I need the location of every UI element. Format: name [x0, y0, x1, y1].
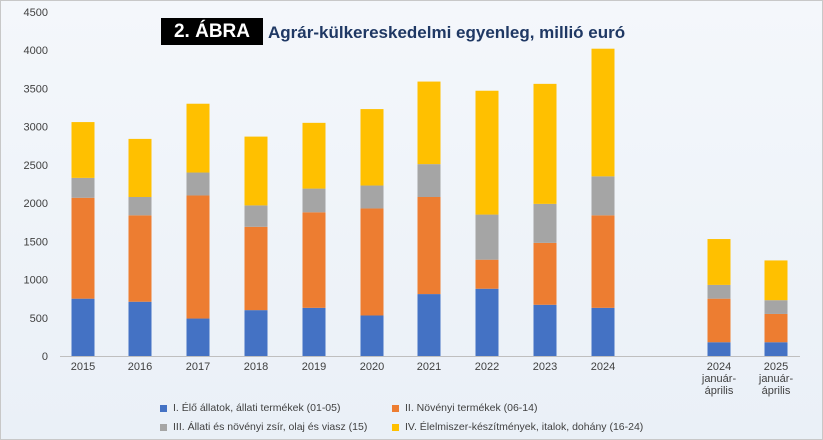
bar-segment-series-3 [533, 203, 557, 243]
x-tick-label: 2025 január-április [758, 361, 794, 397]
bar-segment-series-1 [71, 298, 95, 356]
bar-segment-series-4 [244, 136, 268, 206]
bar-segment-series-3 [417, 164, 441, 197]
bar-segment-series-3 [591, 176, 615, 216]
x-tick-label: 2020 [360, 361, 384, 373]
bar-segment-series-3 [186, 172, 210, 196]
bar-segment-series-1 [417, 294, 441, 356]
x-tick-label: 2018 [244, 361, 268, 373]
bar-segment-series-2 [475, 259, 499, 289]
legend-swatch-4 [392, 423, 399, 431]
x-tick-label: 2019 [302, 361, 326, 373]
y-tick-label: 0 [42, 351, 48, 363]
bar-segment-series-4 [591, 48, 615, 177]
legend-swatch-2 [392, 404, 399, 412]
bar-segment-series-2 [707, 298, 731, 343]
bar-segment-series-4 [417, 81, 441, 165]
bar-segment-series-2 [244, 226, 268, 311]
legend-swatch-3 [160, 423, 167, 431]
bar-segment-series-3 [707, 284, 731, 299]
bar-segment-series-3 [71, 177, 95, 198]
legend-label-2: II. Növényi termékek (06-14) [405, 402, 538, 414]
y-tick-label: 2000 [24, 198, 48, 210]
bar-segment-series-2 [302, 212, 326, 308]
y-tick-label: 4500 [24, 7, 48, 19]
x-tick-label: 2015 [71, 361, 95, 373]
x-tick-label: 2021 [417, 361, 441, 373]
legend-item-1: I. Élő állatok, állati termékek (01-05) [160, 402, 392, 414]
bar-segment-series-3 [302, 188, 326, 213]
bar-segment-series-1 [302, 307, 326, 356]
bar-segment-series-3 [360, 185, 384, 209]
legend-label-1: I. Élő állatok, állati termékek (01-05) [173, 402, 341, 414]
x-tick-label: 2024 január-április [701, 361, 737, 397]
bar-segment-series-4 [764, 260, 788, 301]
legend-item-2: II. Növényi termékek (06-14) [392, 402, 692, 414]
bar-segment-series-1 [360, 315, 384, 356]
legend-label-3: III. Állati és növényi zsír, olaj és via… [173, 421, 368, 433]
bar-segment-series-2 [360, 208, 384, 316]
legend-item-4: IV. Élelmiszer-készítmények, italok, doh… [392, 421, 692, 433]
y-tick-label: 3500 [24, 83, 48, 95]
x-tick-label: 2017 [186, 361, 210, 373]
bar-segment-series-2 [591, 215, 615, 308]
legend-item-3: III. Állati és növényi zsír, olaj és via… [160, 421, 392, 433]
y-tick-label: 3000 [24, 122, 48, 134]
bar-segment-series-1 [186, 318, 210, 356]
bar-segment-series-4 [186, 103, 210, 173]
bar-segment-series-4 [128, 138, 152, 197]
bar-segment-series-4 [533, 83, 557, 204]
bar-segment-series-1 [475, 288, 499, 356]
bar-segment-series-3 [764, 300, 788, 314]
bar-segment-series-2 [417, 196, 441, 295]
legend-label-4: IV. Élelmiszer-készítmények, italok, doh… [405, 421, 644, 433]
bar-segment-series-1 [128, 301, 152, 356]
bar-segment-series-2 [128, 215, 152, 302]
bar-segment-series-2 [71, 197, 95, 299]
bar-segment-series-1 [764, 342, 788, 356]
chart-title: Agrár-külkereskedelmi egyenleg, millió e… [268, 23, 626, 42]
bar-segment-series-4 [707, 239, 731, 285]
bar-segment-series-4 [302, 122, 326, 189]
bar-segment-series-2 [764, 313, 788, 343]
bar-segment-series-4 [71, 122, 95, 178]
legend: I. Élő állatok, állati termékek (01-05) … [160, 402, 692, 433]
y-tick-label: 2500 [24, 160, 48, 172]
bar-segment-series-2 [533, 242, 557, 305]
y-axis-ticks: 0 500 1000 1500 2000 2500 3000 3500 4000 4500 [24, 7, 48, 363]
bar-segment-series-1 [533, 304, 557, 356]
y-tick-label: 4000 [24, 45, 48, 57]
bar-segment-series-1 [244, 310, 268, 356]
x-tick-label: 2024 [591, 361, 615, 373]
y-tick-label: 1000 [24, 275, 48, 287]
bar-segment-series-2 [186, 195, 210, 319]
x-axis-ticks: 2015 2016 2017 2018 2019 2020 2021 2022 2023 2024… [71, 361, 794, 397]
bar-segment-series-3 [475, 214, 499, 260]
bar-segment-series-3 [244, 205, 268, 227]
bar-segment-series-1 [707, 342, 731, 356]
x-tick-label: 2022 [475, 361, 499, 373]
bar-segment-series-3 [128, 196, 152, 216]
y-tick-label: 500 [30, 313, 48, 325]
x-tick-label: 2016 [128, 361, 152, 373]
bar-segment-series-4 [360, 109, 384, 186]
legend-swatch-1 [160, 404, 167, 412]
bar-segment-series-4 [475, 90, 499, 215]
figure-badge: 2. ÁBRA [161, 18, 263, 45]
bar-segment-series-1 [591, 307, 615, 356]
bars-layer [71, 48, 788, 356]
x-tick-label: 2023 [533, 361, 557, 373]
y-tick-label: 1500 [24, 236, 48, 248]
